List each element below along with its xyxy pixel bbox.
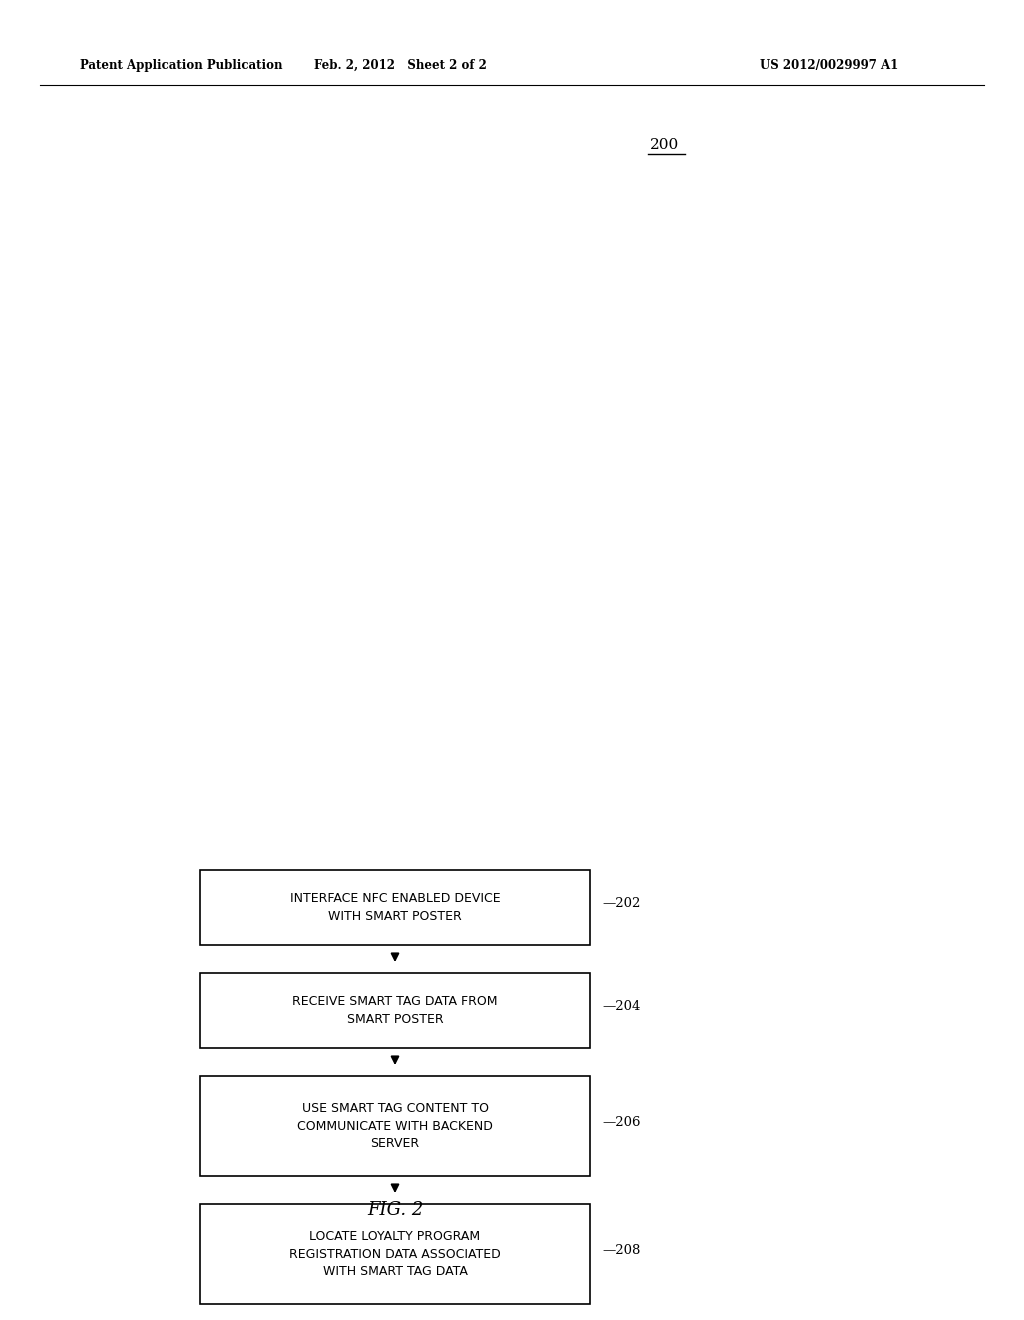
- Text: Patent Application Publication: Patent Application Publication: [80, 58, 283, 71]
- Bar: [200, 973, 590, 1048]
- Text: USE SMART TAG CONTENT TO
COMMUNICATE WITH BACKEND
SERVER: USE SMART TAG CONTENT TO COMMUNICATE WIT…: [297, 1102, 493, 1150]
- Text: INTERFACE NFC ENABLED DEVICE
WITH SMART POSTER: INTERFACE NFC ENABLED DEVICE WITH SMART …: [290, 892, 501, 923]
- Text: Feb. 2, 2012   Sheet 2 of 2: Feb. 2, 2012 Sheet 2 of 2: [313, 58, 486, 71]
- Bar: [200, 1076, 590, 1176]
- Text: FIG. 2: FIG. 2: [367, 1201, 423, 1218]
- Text: US 2012/0029997 A1: US 2012/0029997 A1: [760, 58, 898, 71]
- Text: —208: —208: [602, 1243, 640, 1257]
- Text: 200: 200: [650, 139, 679, 152]
- Bar: [200, 1204, 590, 1304]
- Bar: [200, 870, 590, 945]
- Text: RECEIVE SMART TAG DATA FROM
SMART POSTER: RECEIVE SMART TAG DATA FROM SMART POSTER: [292, 995, 498, 1026]
- Text: —206: —206: [602, 1115, 640, 1129]
- Text: —202: —202: [602, 898, 640, 909]
- Text: —204: —204: [602, 1001, 640, 1012]
- Text: LOCATE LOYALTY PROGRAM
REGISTRATION DATA ASSOCIATED
WITH SMART TAG DATA: LOCATE LOYALTY PROGRAM REGISTRATION DATA…: [289, 1230, 501, 1278]
